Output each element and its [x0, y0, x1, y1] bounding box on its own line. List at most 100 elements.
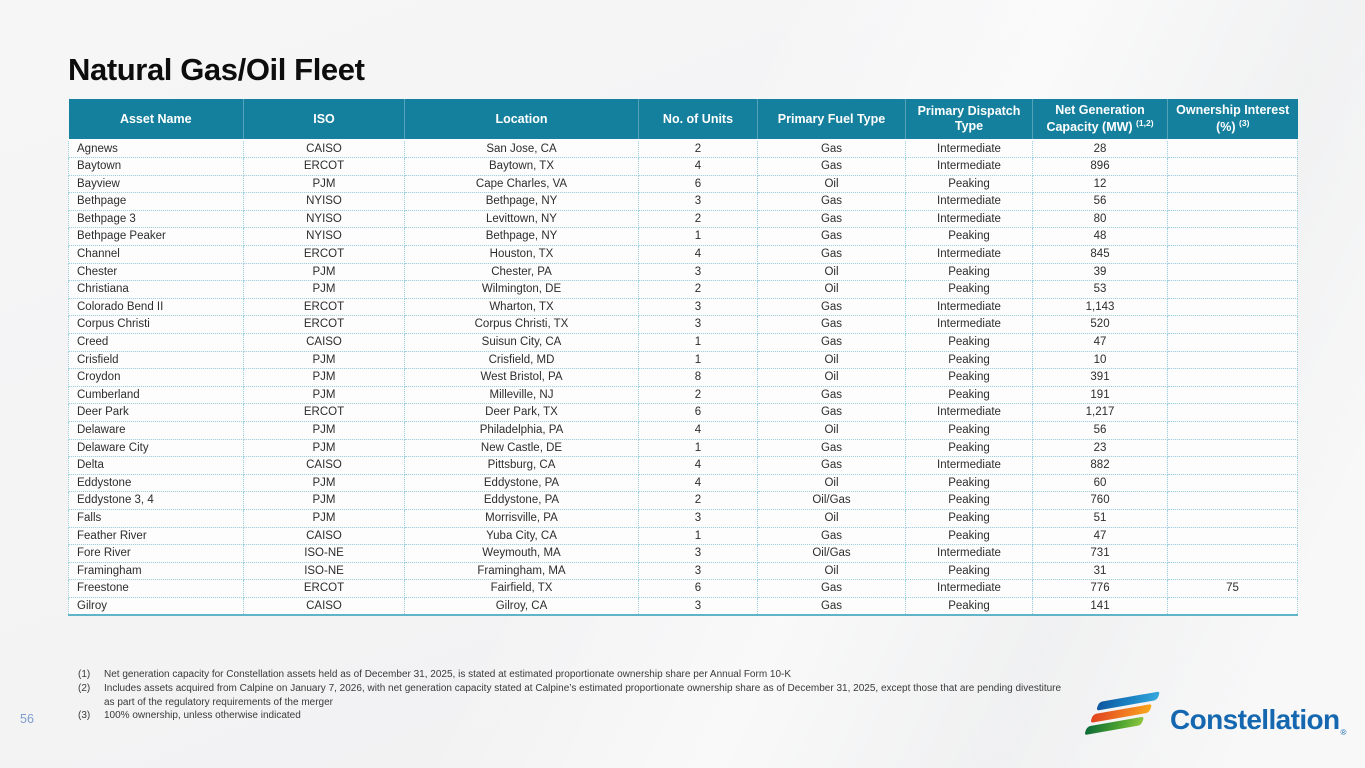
footnote-text: Includes assets acquired from Calpine on…	[104, 682, 1062, 708]
cell-ownership-interest	[1167, 368, 1298, 387]
page-title: Natural Gas/Oil Fleet	[68, 52, 365, 87]
table-row: Agnews CAISO San Jose, CA 2 Gas Intermediate 2…	[68, 139, 1298, 159]
column-header-label: Primary Fuel Type	[777, 111, 886, 126]
table-row: Crisfield PJM Crisfield, MD 1 Oil Peaking 10	[68, 350, 1298, 370]
cell-primary-fuel-type: Gas	[757, 385, 906, 405]
cell-primary-dispatch-type: Intermediate	[905, 579, 1033, 598]
cell-asset-name: Channel	[68, 245, 244, 264]
page-number: 56	[20, 712, 34, 726]
cell-no-of-units: 2	[638, 280, 758, 299]
cell-primary-fuel-type: Oil	[757, 350, 906, 370]
table-row: Framingham ISO-NE Framingham, MA 3 Oil Peakin…	[68, 561, 1298, 581]
cell-no-of-units: 6	[638, 579, 758, 598]
cell-asset-name: Agnews	[68, 139, 244, 159]
cell-net-generation-capacity: 896	[1032, 157, 1168, 176]
table-row: Chester PJM Chester, PA 3 Oil Peaking 39	[68, 262, 1298, 282]
cell-asset-name: Bethpage	[68, 192, 244, 211]
cell-location: Baytown, TX	[404, 157, 639, 176]
cell-no-of-units: 4	[638, 473, 758, 493]
footnote-marker: (1)	[78, 669, 91, 680]
cell-primary-fuel-type: Oil	[757, 561, 906, 581]
footnote-marker: (2)	[78, 682, 91, 694]
cell-ownership-interest	[1167, 456, 1298, 475]
cell-no-of-units: 1	[638, 227, 758, 247]
cell-iso: ERCOT	[243, 579, 405, 598]
table-row: Bayview PJM Cape Charles, VA 6 Oil Peaking 12	[68, 174, 1298, 194]
cell-primary-dispatch-type: Intermediate	[905, 192, 1033, 211]
cell-primary-fuel-type: Gas	[757, 192, 906, 211]
table-row: Delta CAISO Pittsburg, CA 4 Gas Intermediate 8…	[68, 456, 1298, 475]
cell-location: Milleville, NJ	[404, 385, 639, 405]
cell-ownership-interest	[1167, 227, 1298, 247]
cell-net-generation-capacity: 48	[1032, 227, 1168, 247]
cell-no-of-units: 2	[638, 209, 758, 229]
cell-location: Gilroy, CA	[404, 596, 639, 617]
cell-asset-name: Cumberland	[68, 385, 244, 405]
cell-iso: NYISO	[243, 209, 405, 229]
cell-iso: CAISO	[243, 526, 405, 546]
cell-ownership-interest	[1167, 333, 1298, 352]
cell-no-of-units: 1	[638, 333, 758, 352]
table-row: Cumberland PJM Milleville, NJ 2 Gas Peaking 19…	[68, 385, 1298, 405]
cell-no-of-units: 6	[638, 403, 758, 422]
table-row: Eddystone 3, 4 PJM Eddystone, PA 2 Oil/Gas Pe…	[68, 491, 1298, 510]
cell-asset-name: Creed	[68, 333, 244, 352]
cell-iso: ERCOT	[243, 315, 405, 335]
constellation-wordmark-text: Constellation	[1170, 704, 1340, 735]
cell-no-of-units: 2	[638, 139, 758, 159]
cell-ownership-interest	[1167, 544, 1298, 563]
footnote-ref: (1,2)	[1136, 117, 1154, 128]
cell-asset-name: Chester	[68, 262, 244, 282]
column-header-label: Primary Dispatch Type	[917, 104, 1021, 133]
cell-asset-name: Falls	[68, 508, 244, 528]
cell-net-generation-capacity: 47	[1032, 526, 1168, 546]
cell-primary-fuel-type: Oil	[757, 421, 906, 440]
footnote: (1) Net generation capacity for Constell…	[78, 668, 1073, 682]
registered-trademark-symbol: ®	[1340, 728, 1347, 737]
cell-no-of-units: 3	[638, 315, 758, 335]
cell-primary-dispatch-type: Peaking	[905, 368, 1033, 387]
cell-ownership-interest	[1167, 139, 1298, 159]
table-row: Colorado Bend II ERCOT Wharton, TX 3 Gas Inte…	[68, 297, 1298, 317]
cell-iso: PJM	[243, 280, 405, 299]
cell-asset-name: Delaware City	[68, 438, 244, 458]
cell-primary-fuel-type: Gas	[757, 579, 906, 598]
cell-primary-fuel-type: Gas	[757, 157, 906, 176]
table-row: Delaware City PJM New Castle, DE 1 Gas Peakin…	[68, 438, 1298, 458]
cell-primary-fuel-type: Gas	[757, 456, 906, 475]
cell-no-of-units: 6	[638, 174, 758, 194]
cell-iso: PJM	[243, 491, 405, 510]
cell-primary-dispatch-type: Intermediate	[905, 297, 1033, 317]
cell-asset-name: Framingham	[68, 561, 244, 581]
cell-ownership-interest	[1167, 473, 1298, 493]
cell-no-of-units: 8	[638, 368, 758, 387]
table-row: Gilroy CAISO Gilroy, CA 3 Gas Peaking 141	[68, 596, 1298, 617]
cell-ownership-interest	[1167, 262, 1298, 282]
cell-no-of-units: 3	[638, 544, 758, 563]
cell-primary-dispatch-type: Intermediate	[905, 139, 1033, 159]
fleet-table-body: Agnews CAISO San Jose, CA 2 Gas Intermediate 2…	[68, 139, 1298, 617]
cell-primary-dispatch-type: Peaking	[905, 350, 1033, 370]
cell-net-generation-capacity: 191	[1032, 385, 1168, 405]
cell-iso: CAISO	[243, 596, 405, 617]
cell-asset-name: Bayview	[68, 174, 244, 194]
cell-primary-dispatch-type: Peaking	[905, 508, 1033, 528]
cell-no-of-units: 4	[638, 245, 758, 264]
cell-no-of-units: 1	[638, 350, 758, 370]
cell-location: Wharton, TX	[404, 297, 639, 317]
cell-net-generation-capacity: 51	[1032, 508, 1168, 528]
cell-ownership-interest: 75	[1167, 579, 1298, 598]
cell-ownership-interest	[1167, 157, 1298, 176]
cell-ownership-interest	[1167, 385, 1298, 405]
footnote: (2) Includes assets acquired from Calpin…	[78, 682, 1073, 710]
cell-ownership-interest	[1167, 192, 1298, 211]
cell-ownership-interest	[1167, 280, 1298, 299]
table-row: Eddystone PJM Eddystone, PA 4 Oil Peaking 60	[68, 473, 1298, 493]
cell-asset-name: Bethpage Peaker	[68, 227, 244, 247]
cell-iso: PJM	[243, 368, 405, 387]
cell-no-of-units: 4	[638, 157, 758, 176]
cell-iso: PJM	[243, 350, 405, 370]
table-row: Fore River ISO-NE Weymouth, MA 3 Oil/Gas Inte…	[68, 544, 1298, 563]
cell-net-generation-capacity: 760	[1032, 491, 1168, 510]
column-header-location: Location	[404, 99, 639, 141]
